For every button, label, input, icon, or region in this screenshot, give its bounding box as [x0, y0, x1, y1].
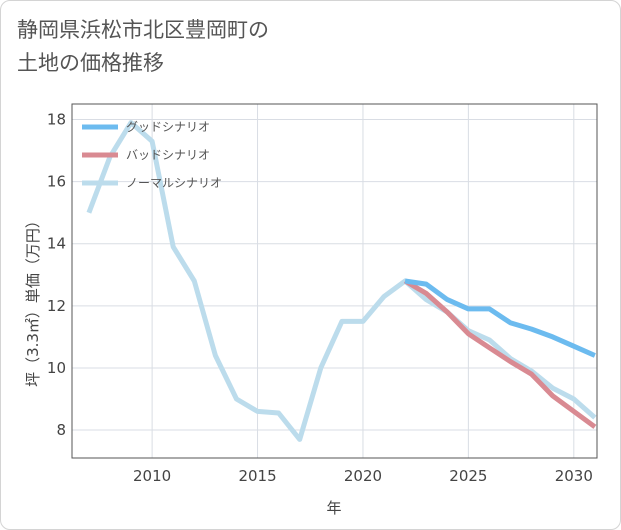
x-tick-label-2015: 2015: [238, 467, 276, 485]
legend-label-normal: ノーマルシナリオ: [126, 176, 222, 190]
y-tick-label-8: 8: [56, 421, 66, 439]
y-tick-label-16: 16: [47, 173, 66, 191]
series-line-bad: [403, 278, 597, 429]
chart-title-line-2: 土地の価格推移: [17, 51, 164, 75]
y-axis-title: 坪（3.3㎡）単価（万円）: [24, 213, 42, 387]
plot-area: [72, 104, 597, 458]
x-tick-label-2010: 2010: [133, 467, 171, 485]
legend-label-good: グッドシナリオ: [126, 120, 210, 134]
x-axis-title: 年: [326, 499, 341, 517]
chart-title: 静岡県浜松市北区豊岡町の 土地の価格推移: [17, 14, 269, 80]
x-tick-label-2030: 2030: [555, 467, 593, 485]
y-tick-label-14: 14: [47, 235, 66, 253]
series-line-normal: [86, 120, 597, 442]
y-tick-label-10: 10: [47, 359, 66, 377]
series-lines: [86, 120, 597, 442]
chart-title-line-1: 静岡県浜松市北区豊岡町の: [17, 18, 269, 42]
x-tick-label-2025: 2025: [449, 467, 487, 485]
y-tick-label-12: 12: [47, 297, 66, 315]
x-tick-label-2020: 2020: [344, 467, 382, 485]
x-axis-ticks: 2010 2015 2020 2025 2030: [133, 467, 593, 485]
series-line-good: [404, 278, 596, 358]
grid-lines: [72, 104, 597, 458]
y-tick-label-18: 18: [47, 111, 66, 129]
y-axis-ticks: 8 10 12 14 16 18: [47, 111, 66, 440]
plot-frame: [71, 103, 598, 459]
legend-label-bad: バッドシナリオ: [126, 148, 210, 162]
